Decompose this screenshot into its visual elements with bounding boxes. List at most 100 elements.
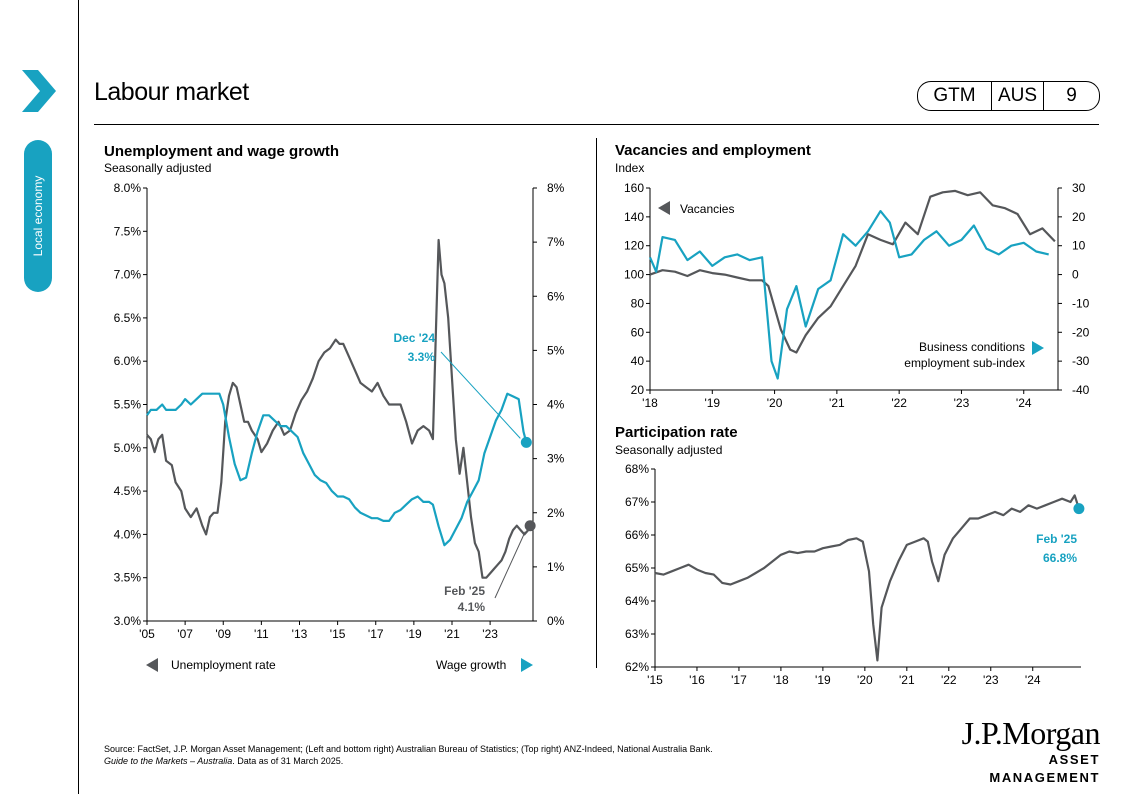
- series-end-marker-grey: [524, 520, 536, 532]
- chart3-subtitle: Seasonally adjusted: [615, 443, 723, 457]
- y-right-tick-label: 7%: [547, 235, 565, 249]
- x-tick-label: '09: [215, 627, 231, 641]
- y-right-tick-label: 8%: [547, 181, 565, 195]
- legend-wage-growth: Wage growth: [436, 658, 507, 672]
- y-left-tick-label: 5.5%: [114, 398, 142, 412]
- annotation-feb25-date: Feb '25: [1036, 532, 1077, 546]
- source-guide-title: Guide to the Markets – Australia: [104, 756, 233, 766]
- y-left-tick-label: 6.0%: [114, 354, 142, 368]
- chart3-title: Participation rate: [615, 424, 738, 441]
- x-tick-label: '17: [731, 673, 747, 687]
- x-tick-label: '21: [829, 396, 845, 410]
- source-date: . Data as of 31 March 2025.: [232, 756, 344, 766]
- source-note: Source: FactSet, J.P. Morgan Asset Manag…: [104, 743, 713, 767]
- y-left-tick-label: 7.0%: [114, 268, 142, 282]
- y-left-tick-label: 4.0%: [114, 527, 142, 541]
- x-tick-label: '13: [292, 627, 308, 641]
- annotation-feb25-value: 4.1%: [458, 600, 486, 614]
- x-tick-label: '19: [406, 627, 422, 641]
- y-right-tick-label: 2%: [547, 506, 565, 520]
- chevron-right-icon[interactable]: [20, 68, 60, 114]
- annotation-dec24-date: Dec '24: [393, 331, 435, 345]
- y-left-tick-label: 3.5%: [114, 571, 142, 585]
- y-right-tick-label: 20: [1072, 210, 1086, 224]
- unemployment-wage-chart: 8.0% 7.5% 7.0% 6.5% 6.0% 5.5% 5.0% 4.5% 4.0% 3.5%…: [114, 181, 565, 641]
- y-right-tick-label: -20: [1072, 325, 1090, 339]
- y-left-tick-label: 65%: [625, 561, 649, 575]
- y-right-tick-label: -30: [1072, 354, 1090, 368]
- series-line-grey: [146, 238, 532, 579]
- chart2-subtitle: Index: [615, 161, 645, 175]
- y-left-tick-label: 63%: [625, 627, 649, 641]
- x-tick-label: '07: [177, 627, 193, 641]
- y-left-tick-label: 120: [624, 239, 644, 253]
- x-tick-label: '24: [1016, 396, 1032, 410]
- source-line-1: Source: FactSet, J.P. Morgan Asset Manag…: [104, 744, 713, 754]
- x-tick-label: '21: [444, 627, 460, 641]
- series-line-teal: [146, 392, 528, 547]
- chart2-title: Vacancies and employment: [615, 142, 811, 159]
- x-tick-label: '15: [647, 673, 663, 687]
- page-badge: GTM AUS 9: [917, 81, 1100, 111]
- series-line-teal: [648, 210, 1049, 380]
- series-end-marker-grey: [1073, 503, 1085, 515]
- y-left-tick-label: 80: [631, 296, 645, 310]
- y-left-tick-label: 100: [624, 268, 644, 282]
- legend-vacancies: Vacancies: [680, 202, 735, 216]
- y-left-tick-label: 6.5%: [114, 311, 142, 325]
- x-tick-label: '19: [704, 396, 720, 410]
- series-line-grey: [649, 189, 1056, 354]
- annotation-dec24-leader: [440, 351, 521, 439]
- y-left-tick-label: 60: [631, 325, 645, 339]
- jpmorgan-logo: J.P.Morgan ASSET MANAGEMENT: [940, 715, 1101, 787]
- chart1-title: Unemployment and wage growth: [104, 143, 340, 160]
- badge-gtm: GTM: [918, 82, 992, 110]
- logo-tagline: ASSET MANAGEMENT: [989, 752, 1100, 785]
- y-left-tick-label: 64%: [625, 594, 649, 608]
- y-right-tick-label: 1%: [547, 560, 565, 574]
- y-right-tick-label: 6%: [547, 289, 565, 303]
- y-left-tick-label: 62%: [625, 660, 649, 674]
- y-left-tick-label: 4.5%: [114, 484, 142, 498]
- y-left-tick-label: 40: [631, 354, 645, 368]
- side-tab-local-economy[interactable]: Local economy: [24, 140, 52, 292]
- y-right-tick-label: 0: [1072, 268, 1079, 282]
- x-tick-label: '20: [857, 673, 873, 687]
- x-tick-label: '15: [330, 627, 346, 641]
- x-tick-label: '18: [773, 673, 789, 687]
- series-end-marker-teal: [520, 436, 532, 448]
- y-right-tick-label: -10: [1072, 296, 1090, 310]
- badge-region: AUS: [992, 82, 1044, 110]
- series-line-grey: [654, 494, 1080, 662]
- y-right-tick-label: 5%: [547, 343, 565, 357]
- y-right-tick-label: -40: [1072, 383, 1090, 397]
- y-right-tick-label: 4%: [547, 398, 565, 412]
- legend-business-conditions-2: employment sub-index: [904, 356, 1025, 370]
- triangle-right-icon: [1032, 341, 1044, 355]
- y-left-tick-label: 140: [624, 210, 644, 224]
- legend-unemployment: Unemployment rate: [171, 658, 276, 672]
- y-left-tick-label: 68%: [625, 462, 649, 476]
- triangle-left-icon: [658, 201, 670, 215]
- x-tick-label: '23: [482, 627, 498, 641]
- annotation-feb25-date: Feb '25: [444, 584, 485, 598]
- title-rule: [94, 124, 1099, 125]
- y-right-tick-label: 3%: [547, 452, 565, 466]
- y-left-tick-label: 5.0%: [114, 441, 142, 455]
- y-left-tick-label: 160: [624, 181, 644, 195]
- y-left-tick-label: 3.0%: [114, 614, 142, 628]
- x-tick-label: '11: [254, 627, 269, 641]
- x-tick-label: '05: [139, 627, 155, 641]
- x-tick-label: '23: [983, 673, 999, 687]
- participation-rate-chart: 68% 67% 66% 65% 64% 63% 62%'15 '16 '17 '18 '19 '20 '…: [625, 462, 1085, 687]
- left-frame-line: [78, 0, 79, 794]
- badge-page-number: 9: [1066, 85, 1077, 106]
- y-left-tick-label: 20: [631, 383, 645, 397]
- page-title: Labour market: [94, 78, 249, 106]
- y-left-tick-label: 7.5%: [114, 224, 142, 238]
- triangle-left-icon: [146, 658, 158, 672]
- source-line-2: Guide to the Markets – Australia. Data a…: [104, 755, 713, 767]
- annotation-feb25-leader: [494, 531, 526, 599]
- legend-business-conditions-1: Business conditions: [918, 340, 1025, 354]
- x-tick-label: '18: [642, 396, 658, 410]
